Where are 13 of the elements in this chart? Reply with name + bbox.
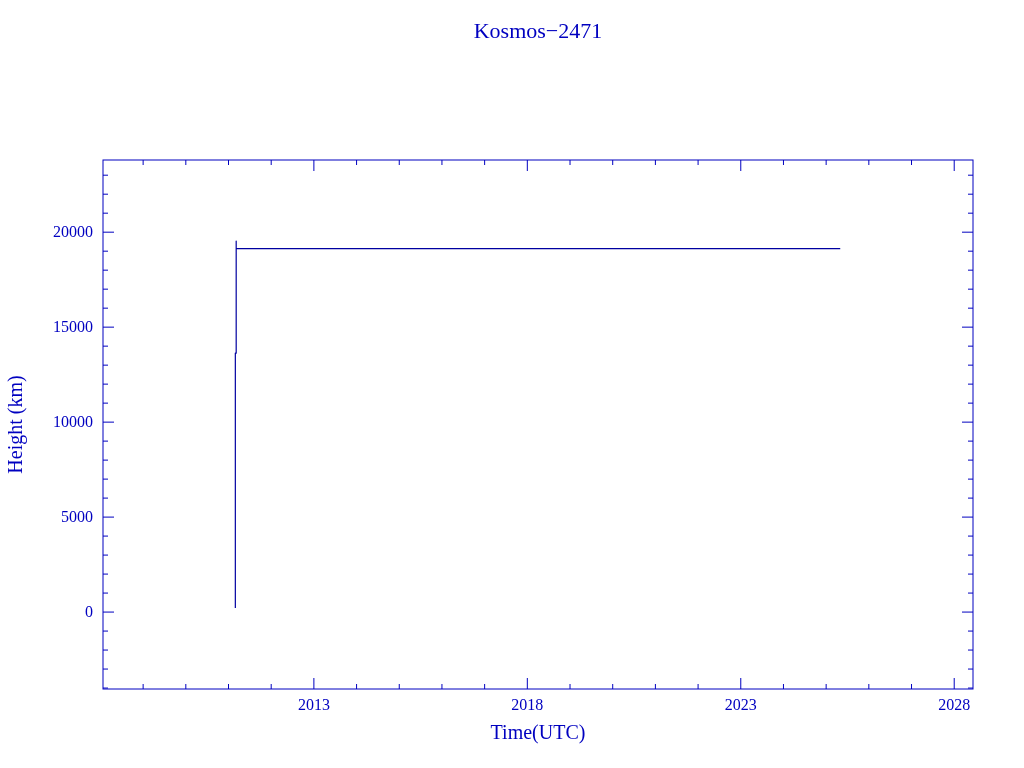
y-axis-title: Height (km) <box>4 375 27 474</box>
x-tick-label: 2028 <box>938 696 971 713</box>
x-axis-title: Time(UTC) <box>490 721 586 744</box>
y-tick-label: 0 <box>85 603 93 621</box>
y-tick-label: 5000 <box>61 508 93 526</box>
x-tick-label: 2013 <box>297 696 330 713</box>
y-tick-label: 10000 <box>53 413 93 431</box>
x-tick-label: 2018 <box>511 696 544 713</box>
x-tick-label: 2023 <box>724 696 757 713</box>
y-tick-label: 20000 <box>53 223 93 241</box>
line-series <box>234 240 841 609</box>
y-tick-label: 15000 <box>53 318 93 336</box>
chart-title: Kosmos−2471 <box>473 18 603 43</box>
